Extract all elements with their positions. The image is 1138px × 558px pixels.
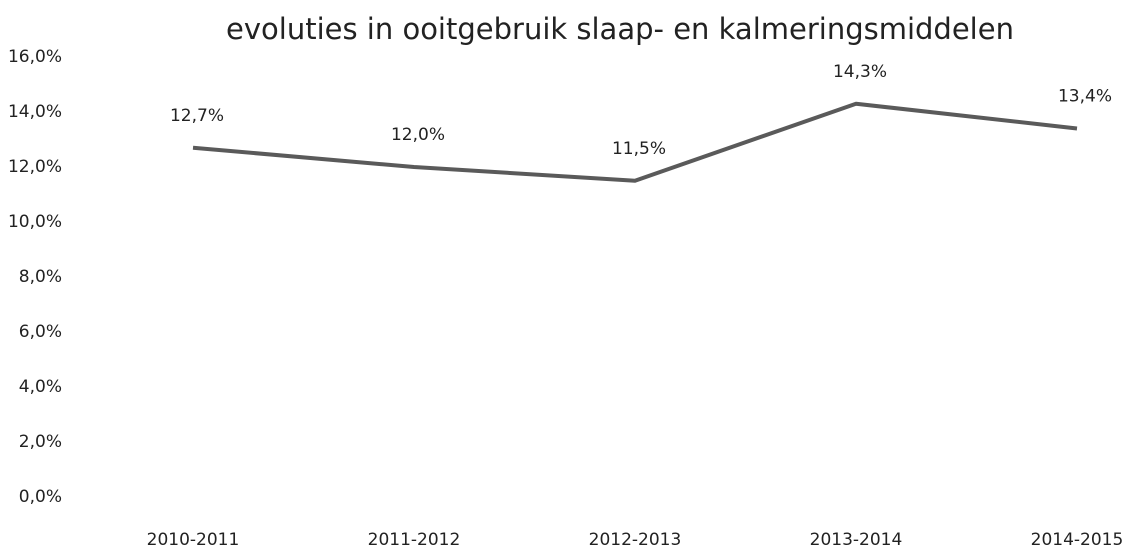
- y-tick-label: 6,0%: [19, 322, 62, 342]
- data-label: 14,3%: [833, 62, 887, 82]
- data-label: 12,0%: [391, 125, 445, 145]
- y-tick-label: 10,0%: [8, 212, 62, 232]
- y-tick-label: 12,0%: [8, 157, 62, 177]
- data-label: 13,4%: [1058, 87, 1112, 107]
- y-tick-label: 14,0%: [8, 102, 62, 122]
- x-tick-label: 2014-2015: [1031, 530, 1124, 550]
- y-tick-label: 0,0%: [19, 487, 62, 507]
- data-label: 11,5%: [612, 139, 666, 159]
- x-tick-label: 2011-2012: [368, 530, 461, 550]
- x-tick-label: 2012-2013: [589, 530, 682, 550]
- y-tick-label: 2,0%: [19, 432, 62, 452]
- y-tick-label: 8,0%: [19, 267, 62, 287]
- data-line: [192, 101, 1078, 183]
- y-tick-label: 16,0%: [8, 47, 62, 67]
- y-tick-label: 4,0%: [19, 377, 62, 397]
- chart-title: evoluties in ooitgebruik slaap- en kalme…: [226, 12, 1014, 46]
- data-label: 12,7%: [170, 106, 224, 126]
- x-tick-label: 2010-2011: [147, 530, 240, 550]
- x-tick-label: 2013-2014: [810, 530, 903, 550]
